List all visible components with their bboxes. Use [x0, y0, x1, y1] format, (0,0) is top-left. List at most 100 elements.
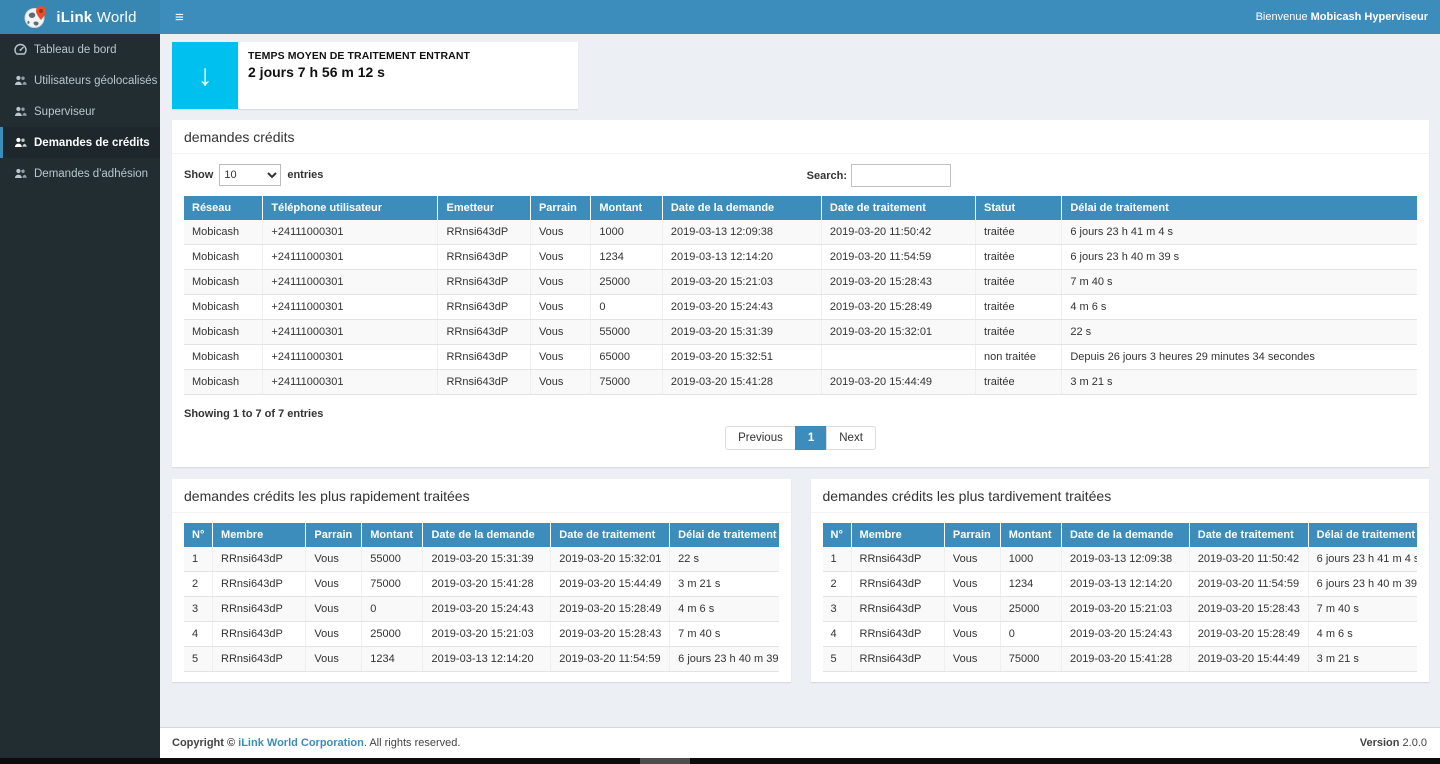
- table-cell: 2019-03-20 15:31:39: [662, 319, 822, 345]
- column-header[interactable]: Date de traitement: [550, 523, 671, 547]
- column-header[interactable]: Téléphone utilisateur: [262, 196, 439, 220]
- table-cell: 2019-03-20 11:54:59: [821, 244, 977, 270]
- table-cell: RRnsi643dP: [851, 596, 945, 622]
- pagination-page-1-button[interactable]: 1: [794, 426, 828, 450]
- table-cell: RRnsi643dP: [851, 547, 945, 572]
- column-header[interactable]: Membre: [851, 523, 945, 547]
- table-cell: 2019-03-20 15:24:43: [662, 294, 822, 320]
- users-icon: [14, 105, 27, 118]
- table-row: 4 RRnsi643dP Vous 25000 2019-03-20 15:21:03 2…: [184, 621, 779, 647]
- table-cell: 2019-03-20 15:28:43: [821, 269, 977, 295]
- sidebar-item-utilisateurs-g-olocalis-s[interactable]: Utilisateurs géolocalisés: [0, 65, 160, 96]
- column-header[interactable]: Emetteur: [437, 196, 531, 220]
- latest-table: N° Membre Parrain Montant Date de la demande…: [822, 523, 1417, 672]
- table-cell: [821, 344, 977, 370]
- pagination-previous-button[interactable]: Previous: [725, 426, 796, 450]
- table-footer: Showing 1 to 7 of 7 entries Previous 1 N…: [184, 395, 1417, 457]
- column-header[interactable]: N°: [184, 523, 214, 547]
- table-cell: 2019-03-13 12:14:20: [1061, 571, 1190, 597]
- table-cell: 1234: [361, 646, 424, 672]
- column-header[interactable]: Délai de traitement: [1061, 196, 1417, 220]
- table-cell: 4: [184, 621, 214, 647]
- column-header[interactable]: Date de la demande: [1061, 523, 1190, 547]
- sidebar-item-label: Demandes de crédits: [34, 136, 150, 149]
- sidebar-item-superviseur[interactable]: Superviseur: [0, 96, 160, 127]
- globe-pin-icon: [23, 4, 49, 30]
- welcome-text: Bienvenue Mobicash Hyperviseur: [1255, 11, 1428, 23]
- table-cell: RRnsi643dP: [437, 220, 531, 245]
- table-cell: Vous: [530, 319, 592, 345]
- table-cell: 1: [184, 547, 214, 572]
- table-cell: 22 s: [669, 547, 779, 572]
- panel-title: demandes crédits les plus rapidement tra…: [172, 479, 791, 513]
- table-row: Mobicash +24111000301 RRnsi643dP Vous 65000 2…: [184, 344, 1417, 370]
- brand-logo[interactable]: iLink World: [0, 0, 160, 34]
- column-header[interactable]: Parrain: [305, 523, 363, 547]
- panel-title: demandes crédits les plus tardivement tr…: [810, 479, 1429, 513]
- panel-latest-treated: demandes crédits les plus tardivement tr…: [810, 479, 1429, 682]
- table-cell: 4 m 6 s: [669, 596, 779, 622]
- table-cell: 2019-03-20 15:21:03: [422, 621, 552, 647]
- column-header[interactable]: Parrain: [530, 196, 592, 220]
- column-header[interactable]: Date de la demande: [662, 196, 822, 220]
- table-cell: 3 m 21 s: [1061, 369, 1417, 395]
- table-cell: Vous: [944, 547, 1001, 572]
- table-cell: traitée: [975, 244, 1063, 270]
- table-cell: Vous: [305, 571, 363, 597]
- table-cell: 2019-03-20 15:32:01: [821, 319, 977, 345]
- table-cell: 2019-03-20 15:21:03: [662, 269, 822, 295]
- column-header[interactable]: Montant: [361, 523, 424, 547]
- column-header[interactable]: Délai de traitement: [669, 523, 779, 547]
- table-cell: 2019-03-20 15:41:28: [1061, 646, 1190, 672]
- table-cell: RRnsi643dP: [851, 571, 945, 597]
- column-header[interactable]: Membre: [212, 523, 307, 547]
- column-header[interactable]: Date de la demande: [422, 523, 552, 547]
- brand-name: iLink World: [56, 8, 137, 26]
- table-cell: RRnsi643dP: [851, 646, 945, 672]
- table-cell: Vous: [530, 344, 592, 370]
- table-cell: 2019-03-20 15:28:49: [821, 294, 977, 320]
- pagination-next-button[interactable]: Next: [826, 426, 876, 450]
- table-cell: Vous: [305, 646, 363, 672]
- column-header[interactable]: Montant: [1000, 523, 1062, 547]
- table-cell: Vous: [305, 596, 363, 622]
- table-cell: 6 jours 23 h 40 m 39 s: [1308, 571, 1417, 597]
- sidebar-item-demandes-de-cr-dits[interactable]: Demandes de crédits: [0, 127, 160, 158]
- table-cell: traitée: [975, 269, 1063, 295]
- sidebar-item-demandes-d-adh-sion[interactable]: Demandes d'adhésion: [0, 158, 160, 189]
- sidebar-item-tableau-de-bord[interactable]: Tableau de bord: [0, 34, 160, 65]
- column-header[interactable]: N°: [822, 523, 852, 547]
- column-header[interactable]: Montant: [590, 196, 663, 220]
- corporation-link[interactable]: iLink World Corporation: [238, 737, 364, 749]
- table-cell: non traitée: [975, 344, 1063, 370]
- scrollbar-thumb[interactable]: [640, 758, 690, 764]
- column-header[interactable]: Parrain: [944, 523, 1001, 547]
- table-cell: 2019-03-20 15:24:43: [1061, 621, 1190, 647]
- table-cell: 2019-03-20 11:50:42: [1189, 547, 1309, 572]
- search-input[interactable]: [851, 164, 952, 187]
- column-header[interactable]: Réseau: [184, 196, 264, 220]
- table-cell: Vous: [305, 547, 363, 572]
- page-size-select[interactable]: 10: [219, 164, 282, 186]
- table-cell: 2: [184, 571, 214, 597]
- table-cell: RRnsi643dP: [437, 369, 531, 395]
- table-cell: 5: [184, 646, 214, 672]
- table-cell: 6 jours 23 h 41 m 4 s: [1061, 220, 1417, 245]
- table-cell: 75000: [361, 571, 424, 597]
- header-row: Réseau Téléphone utilisateur Emetteur Parra…: [184, 196, 1417, 220]
- table-controls: Show 10 entries Search:: [184, 164, 1417, 196]
- sidebar-toggle-icon[interactable]: ≡: [175, 8, 184, 26]
- table-cell: RRnsi643dP: [851, 621, 945, 647]
- column-header[interactable]: Date de traitement: [821, 196, 977, 220]
- table-cell: 2019-03-13 12:09:38: [662, 220, 822, 245]
- column-header[interactable]: Date de traitement: [1189, 523, 1309, 547]
- search-label: Search:: [806, 169, 848, 182]
- column-header[interactable]: Délai de traitement: [1308, 523, 1417, 547]
- table-cell: 1000: [590, 220, 663, 245]
- horizontal-scrollbar[interactable]: [0, 758, 1440, 764]
- column-header[interactable]: Statut: [975, 196, 1063, 220]
- users-icon: [14, 167, 27, 180]
- table-cell: RRnsi643dP: [212, 596, 307, 622]
- show-label: Show: [184, 169, 214, 181]
- table-cell: Vous: [530, 269, 592, 295]
